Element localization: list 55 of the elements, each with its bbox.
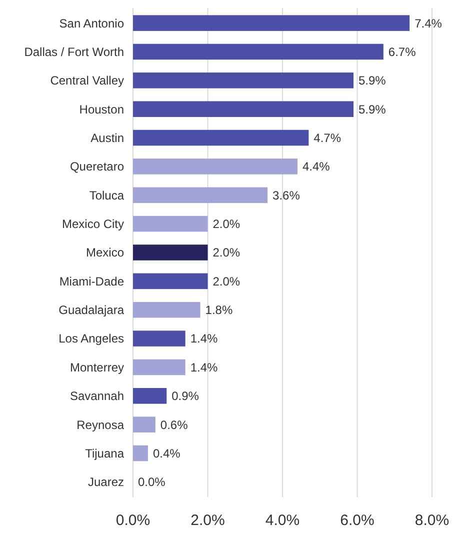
bar [133, 187, 268, 204]
data-label: 5.9% [358, 102, 386, 116]
y-tick-label: San Antonio [59, 16, 124, 30]
bar [133, 273, 208, 290]
y-tick-label: Toluca [89, 188, 124, 202]
bar [133, 388, 167, 404]
y-tick-label: Juarez [88, 475, 124, 490]
bar [133, 216, 208, 232]
bar [133, 158, 298, 174]
bar [133, 302, 200, 318]
bar [133, 445, 148, 462]
y-tick-label: Austin [90, 130, 124, 145]
x-tick-label: 2.0% [190, 512, 225, 529]
bar [133, 416, 156, 432]
y-tick-label: Guadalajara [58, 303, 124, 318]
bar [133, 330, 186, 346]
data-label: 6.7% [388, 44, 416, 59]
bar [133, 244, 208, 260]
x-tick-label: 4.0% [265, 512, 300, 529]
data-label: 5.9% [358, 74, 386, 88]
bar [133, 72, 354, 88]
data-label: 1.4% [190, 332, 218, 346]
bar [133, 101, 354, 117]
data-label: 0.0% [138, 475, 166, 490]
x-tick-label: 6.0% [340, 512, 374, 529]
data-label: 4.4% [302, 160, 330, 174]
data-label: 1.4% [190, 360, 218, 374]
y-tick-label: Dallas / Fort Worth [24, 44, 124, 59]
data-label: 0.4% [152, 446, 181, 460]
y-tick-label: Mexico [86, 246, 124, 260]
bar [133, 130, 309, 146]
y-tick-label: Miami-Dade [59, 274, 124, 288]
data-label: 2.0% [212, 274, 240, 288]
y-tick-label: Reynosa [76, 418, 124, 432]
y-tick-label: Mexico City [62, 217, 124, 232]
x-tick-label: 0.0% [116, 512, 150, 529]
y-tick-label: Los Angeles [58, 332, 124, 346]
data-label: 2.0% [212, 217, 240, 232]
data-label: 0.9% [172, 389, 200, 404]
y-tick-label: Savannah [70, 389, 124, 404]
y-tick-label: Monterrey [70, 360, 124, 374]
data-label: 7.4% [414, 16, 442, 30]
bar [133, 15, 410, 31]
data-label: 4.7% [314, 130, 342, 145]
y-tick-label: Central Valley [50, 74, 124, 88]
bar [133, 359, 186, 376]
y-tick-label: Tijuana [85, 446, 124, 460]
data-label: 3.6% [272, 188, 300, 202]
data-label: 2.0% [212, 246, 240, 260]
x-tick-label: 8.0% [414, 512, 450, 529]
y-tick-label: Queretaro [70, 160, 124, 174]
data-label: 0.6% [160, 418, 188, 432]
bar [133, 44, 384, 60]
y-tick-label: Houston [79, 102, 124, 116]
data-label: 1.8% [205, 303, 233, 318]
